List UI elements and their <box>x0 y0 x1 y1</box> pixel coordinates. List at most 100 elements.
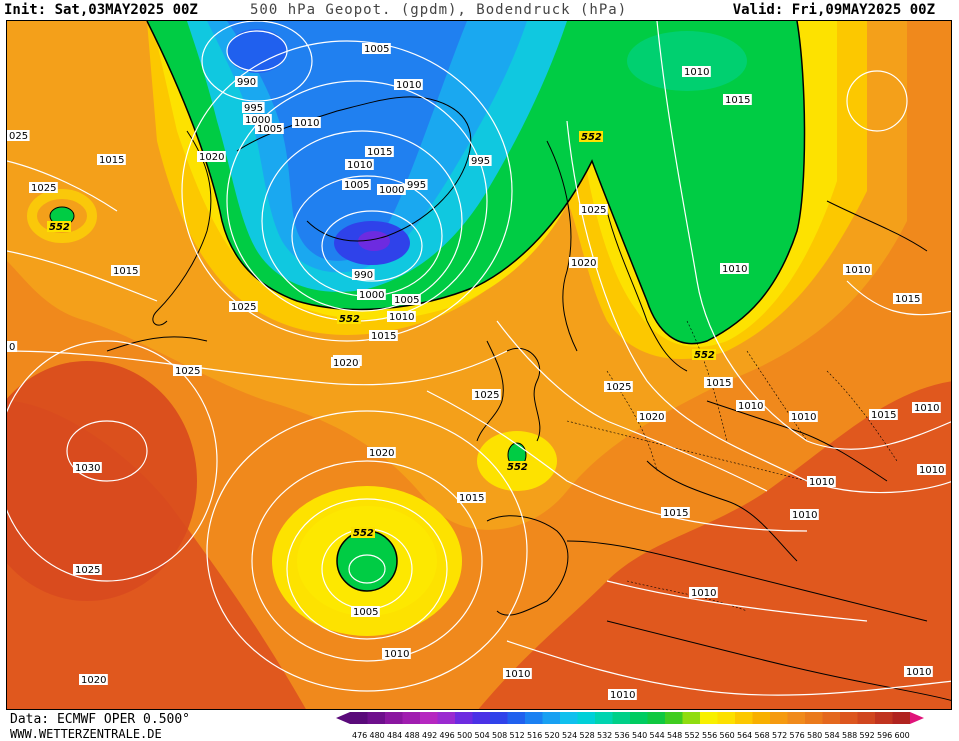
scale-swatch <box>892 712 910 724</box>
svg-text:1015: 1015 <box>895 294 920 305</box>
svg-text:1020: 1020 <box>639 412 664 423</box>
scale-label: 524 <box>562 731 577 740</box>
scale-label: 564 <box>737 731 752 740</box>
pressure-label: 1010 <box>689 587 718 599</box>
svg-text:1005: 1005 <box>394 295 419 306</box>
pressure-label: 1015 <box>457 492 486 504</box>
scale-swatch <box>402 712 420 724</box>
svg-text:1020: 1020 <box>369 448 394 459</box>
scale-swatch <box>700 712 718 724</box>
height-label: 552 <box>47 221 71 233</box>
scale-swatch <box>840 712 858 724</box>
svg-text:1015: 1015 <box>706 378 731 389</box>
pressure-label: 1020 <box>331 357 360 369</box>
scale-label: 548 <box>667 731 682 740</box>
pressure-label: 990 <box>352 269 375 281</box>
pressure-label: 1010 <box>917 464 946 476</box>
svg-text:1010: 1010 <box>722 264 747 275</box>
scale-swatch <box>472 712 490 724</box>
pressure-label: 1015 <box>365 146 394 158</box>
svg-text:1010: 1010 <box>914 403 939 414</box>
footer-bar: Data: ECMWF OPER 0.500° WWW.WETTERZENTRA… <box>0 710 959 741</box>
pressure-label: 025 <box>7 130 30 142</box>
svg-text:1010: 1010 <box>919 465 944 476</box>
pressure-label: 1020 <box>197 151 226 163</box>
svg-text:1010: 1010 <box>691 588 716 599</box>
scale-label: 600 <box>895 731 910 740</box>
svg-text:552: 552 <box>49 222 70 233</box>
scale-arrow-right <box>910 712 924 724</box>
scale-swatch <box>385 712 403 724</box>
scale-swatch <box>735 712 753 724</box>
pressure-label: 1000 <box>243 114 272 126</box>
pressure-label: 1010 <box>720 263 749 275</box>
pressure-label: 1020 <box>569 257 598 269</box>
scale-swatch <box>490 712 508 724</box>
pressure-label: 1020 <box>79 674 108 686</box>
svg-text:995: 995 <box>407 180 426 191</box>
scale-label: 584 <box>825 731 840 740</box>
scale-label: 588 <box>842 731 857 740</box>
svg-text:1010: 1010 <box>294 118 319 129</box>
pressure-label: 1025 <box>29 182 58 194</box>
scale-swatch <box>665 712 683 724</box>
pressure-label: 1010 <box>904 666 933 678</box>
svg-text:1015: 1015 <box>871 410 896 421</box>
scale-label: 580 <box>807 731 822 740</box>
pressure-label: 1025 <box>472 389 501 401</box>
svg-text:1020: 1020 <box>333 358 358 369</box>
pressure-label: 995 <box>405 179 428 191</box>
height-label: 552 <box>351 527 375 539</box>
svg-text:1010: 1010 <box>396 80 421 91</box>
pressure-label: 1005 <box>362 43 391 55</box>
scale-label: 484 <box>387 731 402 740</box>
scale-label: 552 <box>685 731 700 740</box>
svg-text:1025: 1025 <box>474 390 499 401</box>
pressure-label: 1005 <box>255 123 284 135</box>
pressure-label: 1020 <box>637 411 666 423</box>
svg-text:1015: 1015 <box>113 266 138 277</box>
pressure-label: 0 <box>7 341 18 353</box>
header-bar: Init: Sat,03MAY2025 00Z 500 hPa Geopot. … <box>0 0 959 20</box>
svg-text:1010: 1010 <box>610 690 635 701</box>
svg-text:1015: 1015 <box>459 493 484 504</box>
svg-text:1025: 1025 <box>581 205 606 216</box>
scale-label: 480 <box>370 731 385 740</box>
svg-text:1015: 1015 <box>371 331 396 342</box>
pressure-label: 1005 <box>342 179 371 191</box>
svg-text:1010: 1010 <box>684 67 709 78</box>
svg-text:995: 995 <box>471 156 490 167</box>
height-label: 552 <box>579 131 603 143</box>
color-scale-bar: 476 480 484 488 492 496 500 504 508 512 516 520 524 5… <box>336 712 924 740</box>
pressure-label: 1010 <box>843 264 872 276</box>
scale-label: 540 <box>632 731 647 740</box>
pressure-label: 1025 <box>579 204 608 216</box>
blue-upper-core <box>227 29 287 73</box>
svg-text:1015: 1015 <box>725 95 750 106</box>
svg-text:552: 552 <box>581 132 602 143</box>
contour-552 <box>146 21 806 345</box>
scale-label: 572 <box>772 731 787 740</box>
pressure-label: 1000 <box>357 289 386 301</box>
scale-label: 476 <box>352 731 367 740</box>
site-credit: WWW.WETTERZENTRALE.DE <box>10 727 162 741</box>
pressure-label: 1005 <box>392 294 421 306</box>
pressure-label: 1010 <box>292 117 321 129</box>
scale-label: 500 <box>457 731 472 740</box>
pressure-label: 1025 <box>73 564 102 576</box>
svg-text:1010: 1010 <box>389 312 414 323</box>
scale-swatch <box>805 712 823 724</box>
pressure-label: 1010 <box>345 159 374 171</box>
svg-text:1010: 1010 <box>505 669 530 680</box>
pressure-label: 1010 <box>790 509 819 521</box>
scale-swatch <box>787 712 805 724</box>
pressure-label: 1015 <box>704 377 733 389</box>
height-label: 552 <box>505 461 529 473</box>
pressure-label: 1025 <box>229 301 258 313</box>
data-source: Data: ECMWF OPER 0.500° <box>10 712 191 727</box>
pressure-label: 1030 <box>73 462 102 474</box>
scale-swatch <box>455 712 473 724</box>
forecast-map[interactable]: 990 995 1000 1005 1010 1005 1010 1015 1010 1005 10… <box>6 20 952 710</box>
svg-text:1010: 1010 <box>845 265 870 276</box>
scale-label: 512 <box>510 731 525 740</box>
